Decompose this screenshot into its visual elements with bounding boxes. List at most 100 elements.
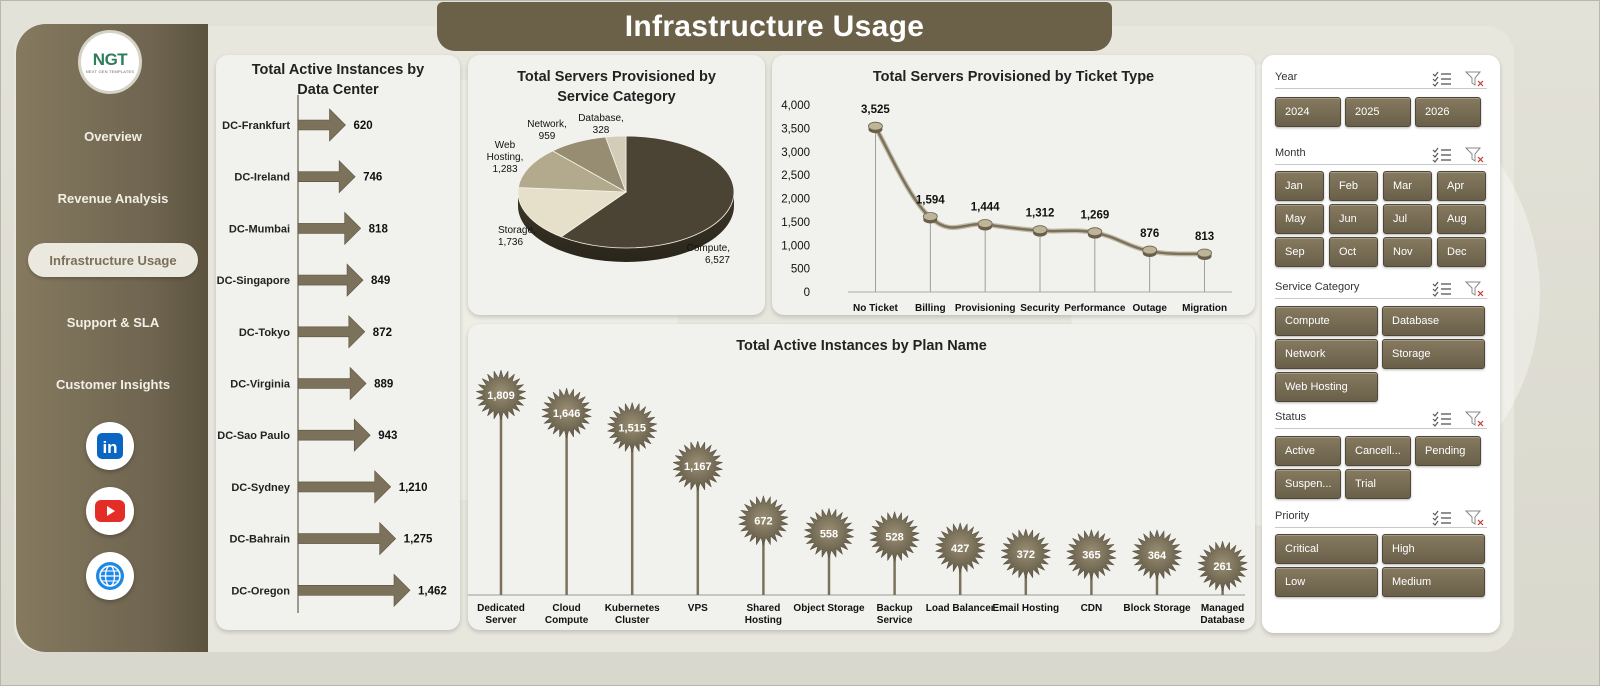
ticket-value-label: 813 xyxy=(1195,231,1214,243)
plan-category-line: Email Hosting xyxy=(992,603,1059,614)
clear-filter-icon[interactable] xyxy=(1465,510,1485,526)
slicer-button-label: Database xyxy=(1392,315,1440,327)
multi-select-icon[interactable] xyxy=(1432,147,1452,163)
slicer-button-status-trial[interactable]: Trial xyxy=(1345,469,1411,499)
slicer-button-month-mar[interactable]: Mar xyxy=(1383,171,1432,201)
slicer-button-year-2024[interactable]: 2024 xyxy=(1275,97,1341,127)
slicer-button-label: Dec xyxy=(1447,246,1467,258)
sidebar-item-revenue-analysis[interactable]: Revenue Analysis xyxy=(28,181,198,215)
plan-burst xyxy=(672,440,724,492)
plan-burst xyxy=(1197,540,1249,592)
dc-bar xyxy=(297,521,397,556)
sidebar-item-customer-insights[interactable]: Customer Insights xyxy=(28,367,198,401)
youtube-button[interactable] xyxy=(86,487,134,535)
plan-category-label: Load Balancer xyxy=(926,603,995,614)
plan-burst xyxy=(1065,528,1117,581)
slicer-button-priority-medium[interactable]: Medium xyxy=(1382,567,1485,597)
website-button[interactable] xyxy=(86,552,134,600)
ticket-ytick-label: 0 xyxy=(804,287,810,299)
plan-value-label: 1,167 xyxy=(684,461,712,473)
slicer-button-label: Jul xyxy=(1393,213,1408,225)
dc-bar xyxy=(297,418,371,452)
pie-label-line: Network, xyxy=(527,119,566,130)
dc-chart-title: Total Active Instances by Data Center xyxy=(251,62,425,98)
slicer-button-month-dec[interactable]: Dec xyxy=(1437,237,1486,267)
slicer-button-service-category-web-hosting[interactable]: Web Hosting xyxy=(1275,372,1378,402)
multi-select-icon[interactable] xyxy=(1432,411,1452,427)
pie-label-line: Hosting, xyxy=(487,152,524,163)
clear-filter-icon[interactable] xyxy=(1465,71,1485,87)
multi-select-icon[interactable] xyxy=(1432,281,1452,297)
slicer-button-service-category-storage[interactable]: Storage xyxy=(1382,339,1485,369)
plan-burst xyxy=(606,401,658,454)
plan-category-line: Block Storage xyxy=(1123,603,1191,614)
clear-filter-icon[interactable] xyxy=(1465,411,1485,427)
slicer-button-month-apr[interactable]: Apr xyxy=(1437,171,1486,201)
sidebar-item-infrastructure-usage[interactable]: Infrastructure Usage xyxy=(28,243,198,277)
plan-category-line: Kubernetes xyxy=(605,603,660,614)
plan-value-label: 365 xyxy=(1082,550,1100,562)
slicer-button-label: Storage xyxy=(1392,348,1431,360)
slicer-button-priority-low[interactable]: Low xyxy=(1275,567,1378,597)
ticket-value-label: 876 xyxy=(1140,228,1159,240)
clear-filter-icon[interactable] xyxy=(1465,281,1485,297)
plan-value-label: 427 xyxy=(951,543,969,555)
sidebar-item-label: Support & SLA xyxy=(66,314,160,330)
logo-text: NGT xyxy=(92,49,128,69)
linkedin-icon-text: in xyxy=(102,438,117,457)
dc-value-label: 1,275 xyxy=(404,534,433,546)
multi-select-icon[interactable] xyxy=(1432,71,1452,87)
slicer-button-year-2025[interactable]: 2025 xyxy=(1345,97,1411,127)
ticket-marker xyxy=(1032,225,1048,235)
slicer-button-status-pending[interactable]: Pending xyxy=(1415,436,1481,466)
slicer-button-year-2026[interactable]: 2026 xyxy=(1415,97,1481,127)
pie-slice xyxy=(605,135,627,193)
slicer-button-month-jan[interactable]: Jan xyxy=(1275,171,1324,201)
plan-category-line: CDN xyxy=(1081,603,1103,614)
slicer-button-status-suspen[interactable]: Suspen... xyxy=(1275,469,1341,499)
sidebar-item-support-sla[interactable]: Support & SLA xyxy=(28,305,198,339)
sidebar-item-overview[interactable]: Overview xyxy=(28,119,198,153)
slicer-button-status-cancell[interactable]: Cancell... xyxy=(1345,436,1411,466)
slicer-button-service-category-network[interactable]: Network xyxy=(1275,339,1378,369)
dc-value-label: 818 xyxy=(369,223,389,235)
plan-burst xyxy=(475,369,527,421)
dc-value-label: 849 xyxy=(371,275,390,287)
plan-category-line: Cloud xyxy=(552,603,580,614)
plan-category-line: Object Storage xyxy=(793,603,865,614)
linkedin-button[interactable]: in xyxy=(86,422,134,470)
plan-category-label: VPS xyxy=(688,603,708,614)
plan-category-line: Managed xyxy=(1201,603,1244,614)
slicer-button-month-oct[interactable]: Oct xyxy=(1329,237,1378,267)
plan-category-label: Managed Database xyxy=(1200,603,1245,626)
slicer-button-month-jun[interactable]: Jun xyxy=(1329,204,1378,234)
plan-category-line: Cluster xyxy=(615,615,650,626)
slicer-button-month-jul[interactable]: Jul xyxy=(1383,204,1432,234)
ticket-ytick-label: 1,000 xyxy=(781,240,810,252)
pie-label-line: Web xyxy=(495,140,516,151)
slicer-button-status-active[interactable]: Active xyxy=(1275,436,1341,466)
clear-filter-icon[interactable] xyxy=(1465,147,1485,163)
plan-category-label: Dedicated Server xyxy=(477,603,525,626)
dc-bar xyxy=(297,211,362,246)
multi-select-icon[interactable] xyxy=(1432,510,1452,526)
slicer-button-month-may[interactable]: May xyxy=(1275,204,1324,234)
slicer-button-month-nov[interactable]: Nov xyxy=(1383,237,1432,267)
slicer-button-service-category-compute[interactable]: Compute xyxy=(1275,306,1378,336)
plan-burst xyxy=(803,507,855,560)
slicer-header-month: Month xyxy=(1275,147,1487,165)
slicer-button-month-feb[interactable]: Feb xyxy=(1329,171,1378,201)
plan-value-label: 1,646 xyxy=(553,408,581,420)
plan-category-label: Block Storage xyxy=(1123,603,1191,614)
ticket-ytick-label: 1,500 xyxy=(781,217,810,229)
slicer-button-month-aug[interactable]: Aug xyxy=(1437,204,1486,234)
dc-category-label: DC-Virginia xyxy=(230,379,291,391)
slicer-button-label: Network xyxy=(1285,348,1326,360)
slicer-button-month-sep[interactable]: Sep xyxy=(1275,237,1324,267)
slicer-button-service-category-database[interactable]: Database xyxy=(1382,306,1485,336)
slicer-button-priority-critical[interactable]: Critical xyxy=(1275,534,1378,564)
logo: NGT NEXT GEN TEMPLATES xyxy=(78,30,142,94)
plan-category-line: Dedicated xyxy=(477,603,525,614)
slicer-button-label: 2026 xyxy=(1425,106,1450,118)
slicer-button-priority-high[interactable]: High xyxy=(1382,534,1485,564)
